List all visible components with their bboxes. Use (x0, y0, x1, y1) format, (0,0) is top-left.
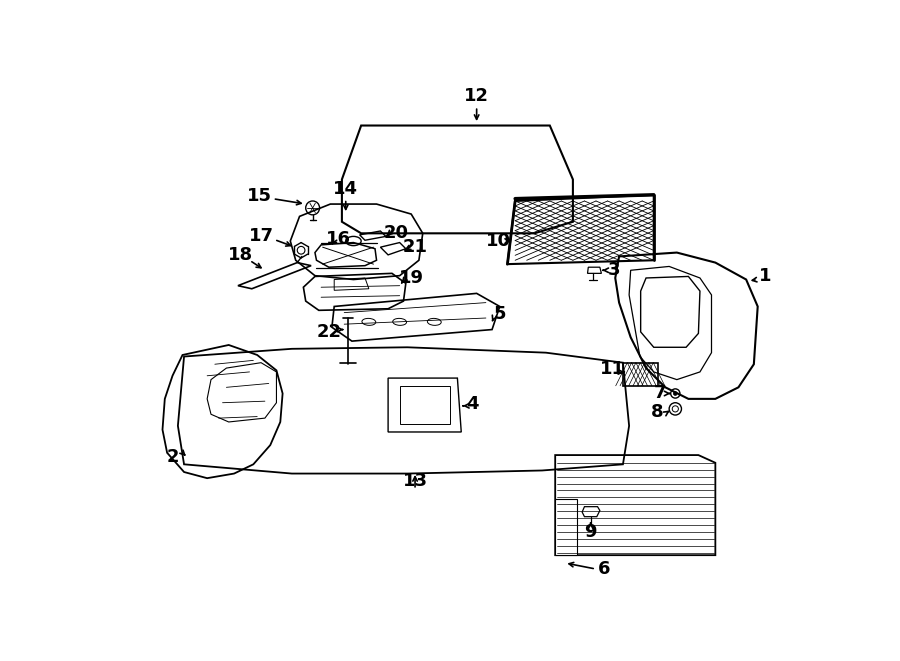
Text: 3: 3 (608, 261, 620, 280)
Polygon shape (555, 499, 577, 555)
Text: 6: 6 (598, 560, 610, 578)
Text: 8: 8 (652, 403, 664, 421)
Text: 18: 18 (228, 246, 253, 264)
Text: 19: 19 (399, 269, 424, 287)
Text: 11: 11 (599, 360, 625, 378)
Text: 17: 17 (248, 227, 274, 245)
Text: 15: 15 (247, 187, 272, 206)
Text: 9: 9 (584, 523, 597, 541)
Text: 20: 20 (383, 224, 409, 243)
Text: 14: 14 (333, 180, 358, 198)
Text: 5: 5 (493, 305, 506, 323)
Circle shape (673, 391, 677, 395)
Text: 7: 7 (653, 383, 666, 402)
Text: 16: 16 (326, 231, 351, 249)
Text: 13: 13 (402, 472, 428, 490)
Text: 22: 22 (316, 323, 341, 341)
Text: 10: 10 (486, 232, 510, 250)
Text: 12: 12 (464, 87, 490, 105)
Text: 2: 2 (166, 447, 179, 465)
Text: 21: 21 (402, 238, 428, 256)
Text: 4: 4 (466, 395, 479, 413)
Text: 1: 1 (760, 266, 771, 285)
